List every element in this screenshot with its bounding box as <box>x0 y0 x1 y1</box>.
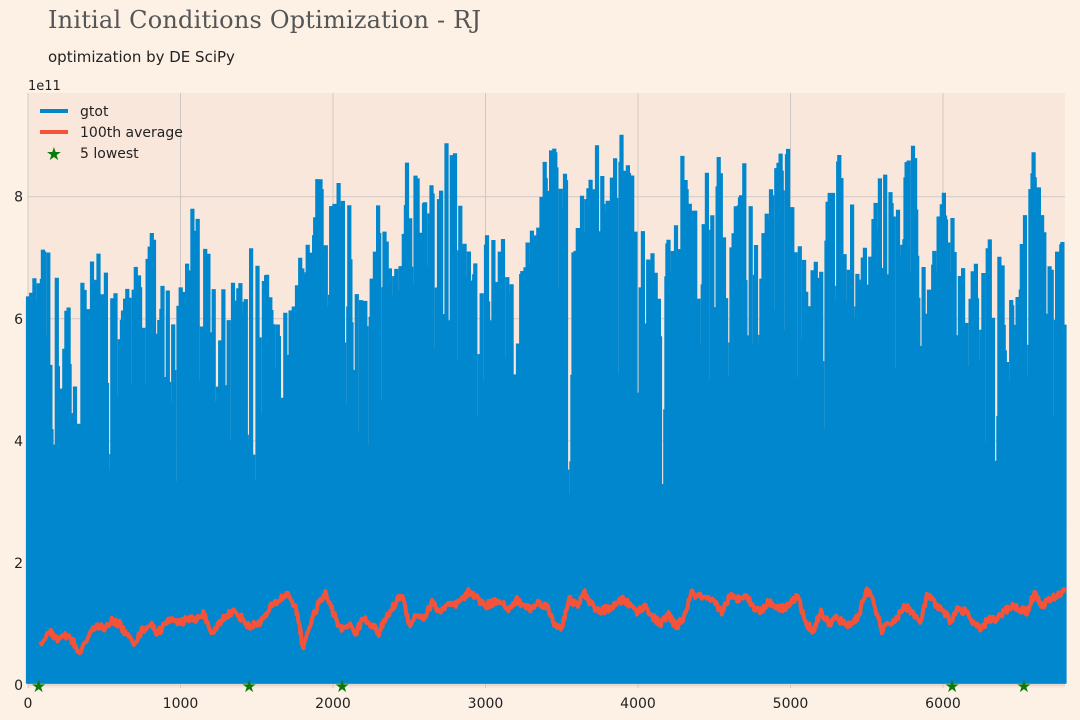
y-tick-label: 6 <box>14 312 23 328</box>
x-tick-label: 4000 <box>620 696 656 712</box>
x-tick-label: 6000 <box>925 696 961 712</box>
legend-label-average: 100th average <box>80 125 183 141</box>
lowest-point-star: ★ <box>1016 677 1031 697</box>
chart-subtitle: optimization by DE SciPy <box>48 48 235 66</box>
x-tick-label: 0 <box>24 696 33 712</box>
x-tick-label: 3000 <box>468 696 504 712</box>
y-tick-label: 0 <box>14 678 23 694</box>
lowest-point-star: ★ <box>31 677 46 697</box>
lowest-point-star: ★ <box>242 677 257 697</box>
x-tick-label: 1000 <box>163 696 199 712</box>
axis-ticks: 0 1000 2000 3000 4000 5000 6000 0 2 4 6 8 <box>14 190 961 712</box>
y-tick-label: 2 <box>14 556 23 572</box>
legend: gtot 100th average ★ 5 lowest <box>40 104 183 165</box>
y-tick-label: 8 <box>14 190 23 206</box>
lowest-point-star: ★ <box>945 677 960 697</box>
legend-label-lowest: 5 lowest <box>80 146 139 162</box>
legend-swatch-star: ★ <box>46 144 62 165</box>
y-offset-label: 1e11 <box>28 79 61 94</box>
legend-label-gtot: gtot <box>80 104 109 120</box>
y-tick-label: 4 <box>14 434 23 450</box>
lowest-points: ★ ★ ★ ★ ★ <box>31 677 1031 697</box>
chart-title: Initial Conditions Optimization - RJ <box>48 6 482 34</box>
x-tick-label: 5000 <box>773 696 809 712</box>
average-series <box>38 586 1067 656</box>
x-tick-label: 2000 <box>315 696 351 712</box>
average-line <box>38 586 1067 656</box>
lowest-point-star: ★ <box>335 677 350 697</box>
